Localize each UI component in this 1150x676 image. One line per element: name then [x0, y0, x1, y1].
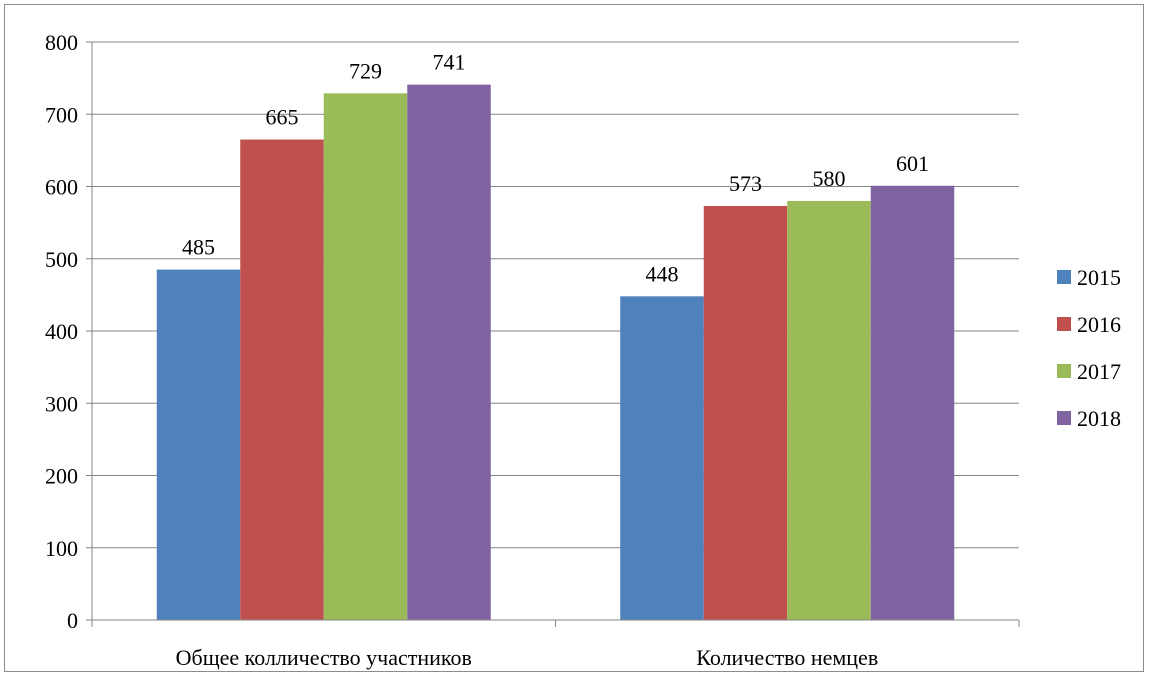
- bar-2018-1: [407, 84, 491, 620]
- data-label-2016-1: 665: [266, 105, 299, 130]
- legend-swatch-2015: [1057, 270, 1071, 284]
- y-tick-label: 500: [45, 247, 78, 272]
- bar-2015-2: [620, 296, 704, 620]
- legend-label-2016: 2016: [1077, 312, 1121, 337]
- legend-swatch-2016: [1057, 317, 1071, 331]
- legend-swatch-2017: [1057, 364, 1071, 378]
- bar-2018-2: [870, 185, 955, 620]
- legend-label-2017: 2017: [1077, 359, 1121, 384]
- data-label-2018-2: 601: [896, 151, 929, 176]
- y-tick-label: 200: [45, 464, 78, 489]
- chart-frame: 0 100 200 300 400 500 600 700 800 Общее колличест…: [4, 4, 1144, 672]
- data-label-2017-1: 729: [349, 58, 382, 83]
- category-label: Общее колличество участников: [176, 645, 472, 670]
- data-label-2017-2: 580: [813, 166, 846, 191]
- y-tick-label: 400: [45, 319, 78, 344]
- bar-2017-1: [323, 93, 408, 621]
- axes: 0 100 200 300 400 500 600 700 800 Общее колличест…: [45, 30, 1020, 670]
- y-tick-label: 800: [45, 30, 78, 55]
- legend-swatch-2018: [1057, 411, 1071, 425]
- bar-2016-1: [240, 139, 324, 620]
- data-labels: 485 665 729 741 448 573 580 601: [182, 50, 929, 287]
- category-label: Количество немцев: [696, 645, 878, 670]
- bar-2017-2: [787, 200, 871, 620]
- legend-label-2015: 2015: [1077, 265, 1121, 290]
- y-tick-label: 100: [45, 536, 78, 561]
- data-label-2018-1: 741: [433, 50, 466, 75]
- data-label-2015-2: 448: [646, 261, 679, 286]
- bars: [156, 84, 955, 621]
- bar-2015-1: [156, 269, 241, 620]
- legend-label-2018: 2018: [1077, 406, 1121, 431]
- data-label-2016-2: 573: [729, 171, 762, 196]
- data-label-2015-1: 485: [182, 235, 215, 260]
- y-tick-label: 700: [45, 102, 78, 127]
- y-tick-label: 300: [45, 391, 78, 416]
- y-tick-label: 0: [67, 608, 78, 633]
- bar-2016-2: [703, 206, 788, 620]
- y-tick-label: 600: [45, 175, 78, 200]
- bar-chart: 0 100 200 300 400 500 600 700 800 Общее колличест…: [45, 30, 1121, 670]
- legend: 2015 2016 2017 2018: [1057, 265, 1121, 431]
